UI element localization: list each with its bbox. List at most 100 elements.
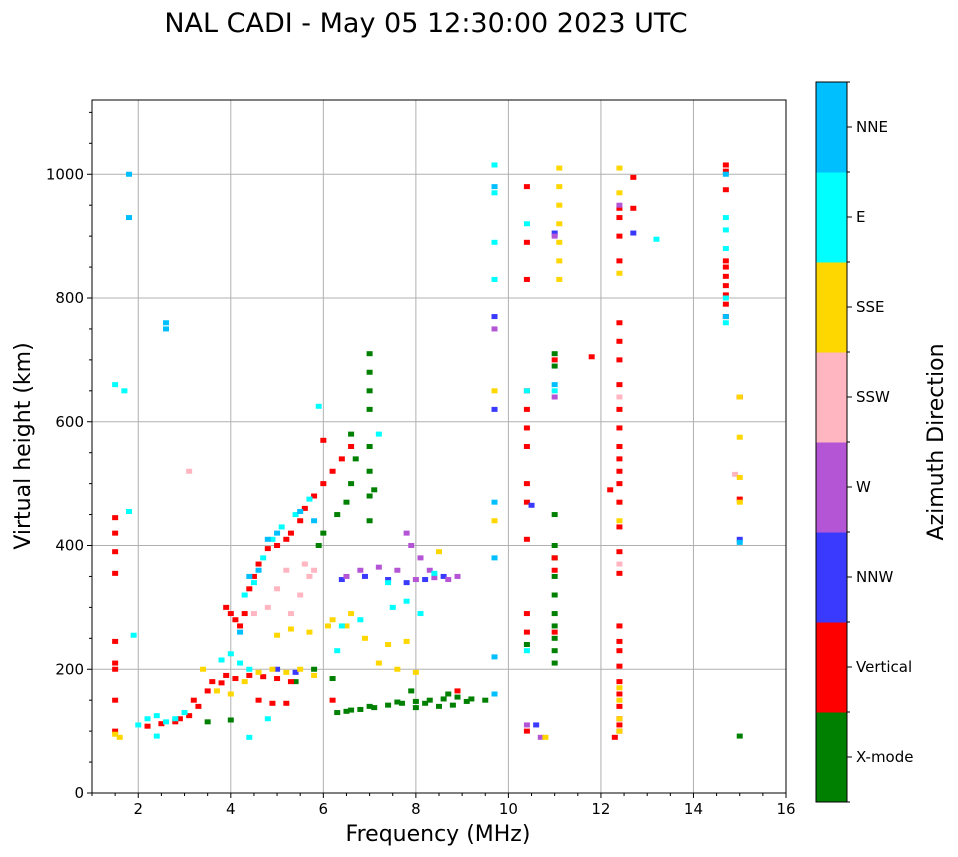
data-point	[523, 611, 530, 617]
colorbar-segment	[816, 442, 847, 533]
data-point	[297, 518, 304, 524]
data-point	[398, 700, 405, 706]
data-point	[334, 710, 341, 716]
data-point	[112, 638, 119, 644]
data-point	[551, 351, 558, 357]
data-point	[329, 697, 336, 703]
data-point	[126, 215, 133, 221]
data-point	[218, 657, 225, 663]
colorbar-segment	[816, 82, 847, 173]
data-point	[533, 722, 540, 728]
data-point	[163, 719, 170, 725]
data-point	[135, 722, 142, 728]
data-point	[551, 394, 558, 400]
data-point	[237, 660, 244, 666]
data-point	[616, 258, 623, 264]
data-point	[394, 699, 401, 705]
data-point	[607, 487, 614, 493]
data-point	[523, 648, 530, 654]
data-point	[523, 481, 530, 487]
data-point	[426, 697, 433, 703]
data-point	[329, 468, 336, 474]
data-point	[311, 672, 318, 678]
data-point	[348, 707, 355, 713]
data-point	[523, 728, 530, 734]
data-point	[357, 567, 364, 573]
colorbar-label-item: X-mode	[856, 748, 913, 766]
data-point	[246, 672, 253, 678]
data-point	[324, 623, 331, 629]
data-point	[195, 703, 202, 709]
data-point	[722, 273, 729, 279]
data-point	[412, 669, 419, 675]
x-tick-label: 4	[226, 800, 236, 818]
y-axis: 0 200 400 600 800 1000	[46, 111, 92, 802]
chart-title: NAL CADI - May 05 12:30:00 2023 UTC	[164, 8, 687, 39]
data-point	[375, 431, 382, 437]
data-point	[274, 543, 281, 548]
data-point	[616, 481, 623, 487]
data-point	[523, 499, 530, 505]
data-point	[491, 239, 498, 245]
data-point	[223, 604, 230, 610]
colorbar-segment	[816, 532, 847, 623]
data-point	[112, 731, 119, 737]
data-point	[227, 691, 234, 697]
data-point	[616, 549, 623, 555]
data-point	[112, 666, 119, 672]
data-point	[523, 221, 530, 227]
data-point	[163, 326, 170, 332]
data-point	[320, 530, 327, 536]
data-point	[440, 696, 447, 702]
data-point	[491, 184, 498, 190]
data-point	[246, 666, 253, 672]
data-point	[537, 734, 544, 740]
colorbar-label-item: Vertical	[856, 658, 912, 676]
data-point	[366, 518, 373, 524]
data-point	[551, 512, 558, 518]
data-point	[320, 481, 327, 487]
data-point	[204, 688, 211, 694]
data-point	[616, 456, 623, 462]
data-point	[112, 515, 119, 521]
data-point	[357, 706, 364, 712]
data-point	[227, 717, 234, 723]
data-point	[255, 697, 262, 703]
colorbar-label-item: NNW	[856, 568, 893, 586]
x-tick-label: 16	[776, 800, 795, 818]
plot-area-frame	[91, 99, 787, 794]
data-point	[306, 573, 313, 579]
data-point	[722, 283, 729, 289]
data-point	[722, 246, 729, 251]
data-point	[551, 382, 558, 388]
colorbar-segment	[816, 622, 847, 713]
data-point	[144, 723, 151, 729]
data-point	[315, 403, 322, 409]
data-point	[274, 676, 281, 682]
data-point	[274, 632, 281, 638]
data-point	[292, 669, 299, 675]
data-point	[274, 586, 281, 592]
data-point	[630, 230, 637, 236]
data-point	[616, 728, 623, 734]
data-point	[491, 654, 498, 660]
data-point	[112, 697, 119, 703]
data-point	[722, 301, 729, 307]
data-point	[722, 258, 729, 264]
series-nne	[126, 171, 743, 697]
data-point	[491, 691, 498, 697]
data-point	[158, 721, 165, 727]
data-point	[338, 456, 345, 462]
data-point	[121, 388, 128, 394]
data-point	[422, 700, 429, 706]
data-point	[523, 722, 530, 728]
data-point	[338, 623, 345, 629]
data-point	[250, 580, 257, 586]
data-point	[297, 508, 304, 514]
data-point	[306, 496, 313, 502]
data-points	[112, 162, 743, 740]
data-point	[264, 546, 271, 552]
data-point	[616, 716, 623, 722]
data-point	[616, 202, 623, 208]
y-tick-label: 800	[55, 289, 84, 307]
